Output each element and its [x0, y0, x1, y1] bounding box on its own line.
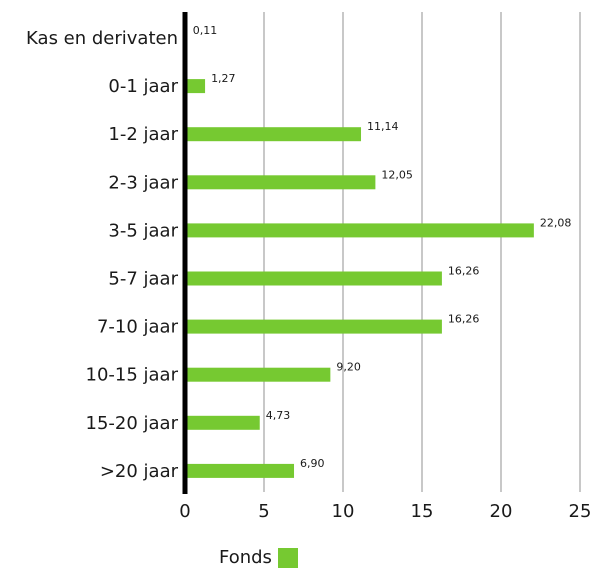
bars: [185, 31, 534, 478]
bar: [185, 367, 331, 382]
category-label: 15-20 jaar: [86, 413, 179, 434]
data-label: 4,73: [266, 409, 291, 422]
grid-lines: [263, 12, 581, 492]
x-tick-label: 20: [490, 501, 513, 522]
x-tick-label: 10: [332, 501, 355, 522]
data-label: 12,05: [381, 168, 413, 181]
data-label: 22,08: [540, 216, 572, 229]
data-label: 0,11: [193, 24, 218, 37]
data-label: 9,20: [336, 361, 361, 374]
data-label: 1,27: [211, 72, 236, 85]
category-label: Kas en derivaten: [26, 28, 178, 49]
bar: [185, 415, 260, 430]
category-label: 3-5 jaar: [108, 220, 178, 241]
category-label: 2-3 jaar: [108, 172, 178, 193]
category-labels: Kas en derivaten 0-1 jaar 1-2 jaar 2-3 jaar…: [26, 28, 179, 482]
bar: [185, 79, 206, 94]
category-label: 0-1 jaar: [108, 76, 178, 97]
x-tick-label: 5: [258, 501, 269, 522]
category-label: >20 jaar: [100, 461, 179, 482]
data-label: 16,26: [448, 265, 480, 278]
bar: [185, 271, 442, 286]
bar: [185, 463, 295, 478]
bar: [185, 175, 376, 190]
legend-swatch: [277, 548, 298, 568]
x-axis-ticks: 0 5 10 15 20 25: [179, 501, 591, 522]
data-label: 6,90: [300, 457, 325, 470]
category-label: 1-2 jaar: [108, 124, 178, 145]
legend-label: Fonds: [219, 547, 272, 568]
bar: [185, 223, 534, 238]
data-label: 16,26: [448, 313, 480, 326]
category-label: 10-15 jaar: [86, 365, 179, 386]
category-label: 7-10 jaar: [97, 317, 179, 338]
x-tick-label: 0: [179, 501, 190, 522]
bar: [185, 127, 362, 142]
x-tick-label: 25: [569, 501, 592, 522]
data-label: 11,14: [367, 120, 399, 133]
bar: [185, 319, 442, 334]
x-tick-label: 15: [411, 501, 434, 522]
category-label: 5-7 jaar: [108, 269, 178, 290]
legend: Fonds: [219, 548, 298, 568]
data-labels: 0,11 1,27 11,14 12,05 22,08 16,26 16,26 9,20 4,7…: [193, 24, 572, 470]
